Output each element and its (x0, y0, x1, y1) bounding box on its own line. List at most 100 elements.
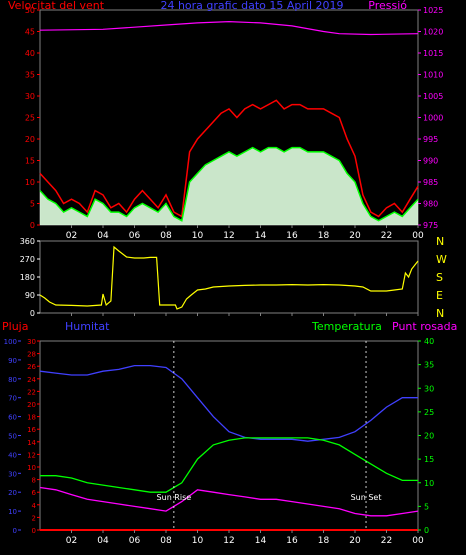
direction-axis-ticks: 0 90 180 270 360 (20, 237, 40, 318)
rain-label: Pluja (2, 320, 28, 333)
x-tick-label: 06 (129, 231, 141, 241)
x-tick-label: 00 (412, 536, 424, 546)
wind-fill-layer (40, 147, 418, 225)
rain-tick-label: 2 (32, 514, 36, 522)
temperature-axis-ticks: 0 5 10 15 20 25 30 35 40 (418, 337, 434, 535)
humidity-label: Humitat (65, 320, 110, 333)
wind-tick-label: 35 (25, 71, 35, 80)
pressure-tick-label: 1020 (423, 28, 443, 37)
direction-tick-label: 360 (20, 237, 35, 246)
x-tick-label: 18 (318, 536, 330, 546)
rain-tick-label: 16 (27, 426, 36, 434)
rain-tick-label: 30 (27, 338, 36, 346)
x-tick-label: 22 (381, 231, 392, 241)
temperature-label: Temperatura (311, 320, 382, 333)
humidity-tick-label: 10 (8, 508, 17, 516)
pressure-tick-label: 985 (423, 178, 438, 187)
chart-title: 24 hora grafic dato 15 April 2019 (160, 0, 343, 12)
sun-annotation-label: Sun Rise (157, 493, 192, 502)
rain-tick-label: 10 (27, 464, 36, 472)
sun-annotation-label: Sun Set (351, 493, 382, 502)
temperature-tick-label: 0 (424, 526, 429, 535)
humidity-tick-label: 50 (8, 433, 17, 441)
x-tick-label: 08 (160, 231, 172, 241)
x-tick-label: 14 (255, 231, 267, 241)
humidity-tick-label: 100 (4, 338, 17, 346)
x-tick-label: 14 (255, 536, 267, 546)
pressure-label: Pressió (368, 0, 407, 12)
x-tick-label: 04 (97, 231, 109, 241)
wind-tick-label: 0 (30, 221, 35, 230)
x-tick-label: 18 (318, 231, 330, 241)
humidity-tick-label: 40 (8, 451, 17, 459)
x-tick-label: 10 (192, 536, 204, 546)
series-puntrosada (39, 486, 419, 517)
panel2-x-ticks (71, 313, 419, 316)
pressure-tick-label: 1015 (423, 49, 443, 58)
pressure-tick-label: 1025 (423, 6, 443, 15)
rain-tick-label: 6 (32, 489, 37, 497)
humidity-tick-label: 90 (8, 357, 17, 365)
rain-tick-label: 12 (27, 451, 36, 459)
series-humitat (39, 364, 418, 442)
direction-tick-label: 180 (20, 273, 35, 282)
panel1-series (39, 20, 419, 222)
dewpoint-label: Punt rosada (392, 320, 457, 333)
rain-tick-label: 24 (27, 376, 36, 384)
pressure-tick-label: 995 (423, 135, 438, 144)
compass-e: E (436, 289, 443, 302)
pressure-tick-label: 1005 (423, 92, 443, 101)
wind-fill-area (40, 147, 418, 225)
temperature-tick-label: 25 (424, 408, 434, 417)
pressure-axis-ticks: 975 980 985 990 995 1000 1005 1010 1015 1020 1025 (418, 6, 443, 230)
rain-tick-label: 18 (27, 414, 36, 422)
rain-tick-label: 8 (32, 477, 36, 485)
pressure-tick-label: 990 (423, 157, 438, 166)
x-tick-label: 12 (223, 536, 234, 546)
direction-tick-label: 270 (20, 255, 35, 264)
humidity-tick-label: 60 (8, 414, 17, 422)
compass-n: N (436, 307, 444, 320)
series-pressi (39, 20, 419, 36)
x-tick-label: 16 (286, 536, 298, 546)
panel2-series (39, 245, 419, 310)
rain-tick-label: 14 (27, 439, 36, 447)
humidity-tick-label: 80 (8, 376, 17, 384)
wind-tick-label: 20 (25, 135, 35, 144)
compass-n: N (436, 235, 444, 248)
humidity-tick-label: 30 (8, 470, 17, 478)
wind-tick-label: 5 (30, 200, 35, 209)
x-tick-label: 20 (349, 536, 361, 546)
wind-tick-label: 15 (25, 157, 35, 166)
x-tick-label: 20 (349, 231, 361, 241)
temperature-tick-label: 15 (424, 455, 434, 464)
temperature-tick-label: 30 (424, 384, 434, 393)
temperature-tick-label: 35 (424, 361, 434, 370)
panel1-x-ticks: 02 04 06 08 10 12 14 16 18 20 22 00 (66, 225, 424, 241)
x-tick-label: 10 (192, 231, 204, 241)
wind-axis-ticks: 0 5 10 15 20 25 30 35 40 45 50 (25, 6, 40, 230)
rain-tick-label: 0 (32, 527, 36, 535)
rain-tick-label: 26 (27, 363, 36, 371)
series-gust (39, 99, 419, 218)
humidity-tick-label: 70 (8, 395, 17, 403)
wind-tick-label: 30 (25, 92, 35, 101)
x-tick-label: 12 (223, 231, 234, 241)
pressure-tick-label: 980 (423, 200, 438, 209)
wind-tick-label: 45 (25, 28, 35, 37)
wind-tick-label: 10 (25, 178, 35, 187)
x-tick-label: 16 (286, 231, 298, 241)
wind-tick-label: 25 (25, 114, 35, 123)
wind-tick-label: 50 (25, 6, 35, 15)
x-tick-label: 22 (381, 536, 392, 546)
wind-label: Velocitat del vent (8, 0, 105, 12)
pressure-tick-label: 1000 (423, 114, 443, 123)
rain-tick-label: 28 (27, 351, 36, 359)
direction-tick-label: 90 (25, 291, 35, 300)
series-temperatura (40, 437, 418, 493)
compass-s: S (436, 271, 443, 284)
temperature-tick-label: 5 (424, 502, 429, 511)
